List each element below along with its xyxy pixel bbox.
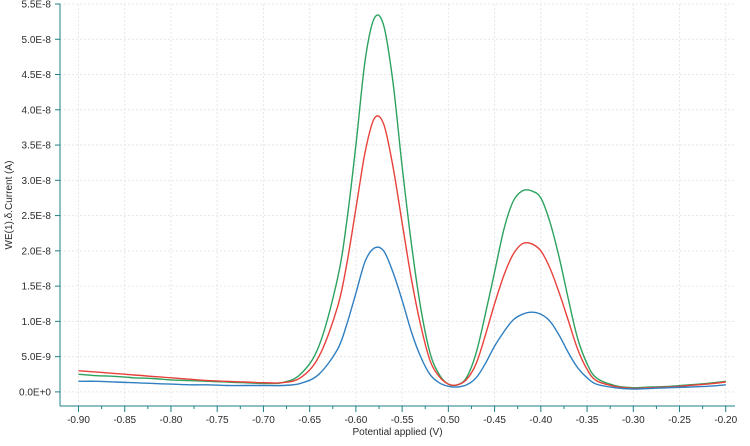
y-tick-label: 2.0E-8 bbox=[22, 246, 52, 257]
x-tick-label: -0.20 bbox=[714, 415, 737, 426]
y-tick-label: 4.5E-8 bbox=[22, 70, 52, 81]
y-tick-label: 5.0E-8 bbox=[22, 35, 52, 46]
x-tick-label: -0.60 bbox=[344, 415, 367, 426]
x-tick-label: -0.25 bbox=[668, 415, 691, 426]
y-tick-label: 4.0E-8 bbox=[22, 105, 52, 116]
x-tick-label: -0.75 bbox=[206, 415, 229, 426]
x-tick-label: -0.50 bbox=[437, 415, 460, 426]
y-tick-label: 5.5E-8 bbox=[22, 0, 52, 11]
x-tick-label: -0.30 bbox=[622, 415, 645, 426]
y-tick-label: 5.0E-9 bbox=[22, 352, 52, 363]
x-tick-label: -0.85 bbox=[113, 415, 136, 426]
x-tick-label: -0.65 bbox=[298, 415, 321, 426]
y-tick-label: 3.0E-8 bbox=[22, 176, 52, 187]
x-tick-label: -0.35 bbox=[576, 415, 599, 426]
x-tick-label: -0.45 bbox=[483, 415, 506, 426]
series-line-3 bbox=[78, 246, 726, 390]
x-tick-label: -0.90 bbox=[67, 415, 90, 426]
x-tick-label: -0.55 bbox=[391, 415, 414, 426]
series-line-2 bbox=[78, 115, 726, 390]
y-tick-label: 1.0E-8 bbox=[22, 317, 52, 328]
y-tick-label: 3.5E-8 bbox=[22, 141, 52, 152]
x-tick-label: -0.40 bbox=[529, 415, 552, 426]
x-tick-label: -0.80 bbox=[160, 415, 183, 426]
plot-series bbox=[78, 14, 726, 390]
series-line-1 bbox=[78, 14, 726, 389]
y-tick-label: 2.5E-8 bbox=[22, 211, 52, 222]
y-axis-title: WE(1).δ.Current (A) bbox=[4, 161, 15, 250]
y-tick-label: 1.5E-8 bbox=[22, 282, 52, 293]
y-tick-label: 0.0E+0 bbox=[19, 387, 51, 398]
axes: 0.0E+0 5.0E-9 1.0E-8 1.5E-8 2.0E-8 2.5E-8 3.0E… bbox=[19, 0, 738, 426]
x-tick-label: -0.70 bbox=[252, 415, 275, 426]
x-axis-title: Potential applied (V) bbox=[352, 427, 442, 438]
